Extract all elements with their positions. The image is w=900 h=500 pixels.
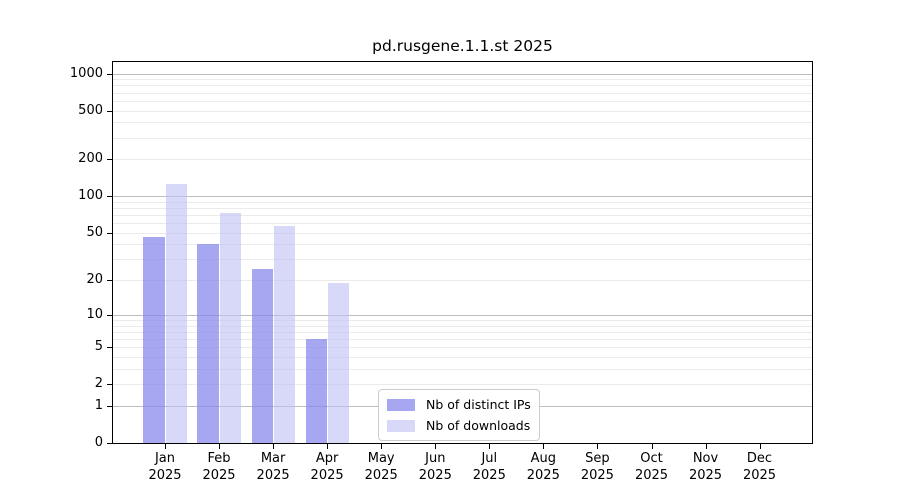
minor-gridline bbox=[113, 92, 812, 94]
legend-entry-downloads: Nb of downloads bbox=[387, 417, 531, 434]
minor-gridline bbox=[113, 122, 812, 124]
bar-jan-distinct-ips bbox=[143, 237, 165, 443]
x-tick-label: Jul 2025 bbox=[472, 451, 506, 483]
minor-gridline bbox=[113, 384, 812, 386]
x-axis-tick bbox=[219, 443, 220, 449]
x-axis-tick bbox=[705, 443, 707, 449]
minor-gridline bbox=[113, 244, 812, 246]
x-axis-tick bbox=[327, 443, 329, 449]
y-tick-label: 2 bbox=[94, 376, 103, 392]
x-tick-label: Sep 2025 bbox=[580, 451, 614, 483]
y-axis-tick bbox=[107, 280, 113, 282]
minor-gridline bbox=[113, 223, 812, 225]
legend-swatch-distinct-ips bbox=[387, 398, 415, 411]
minor-gridline bbox=[113, 137, 812, 139]
y-tick-label: 200 bbox=[78, 151, 103, 167]
x-tick-label: Nov 2025 bbox=[688, 451, 723, 483]
x-tick-label: Feb 2025 bbox=[202, 451, 236, 483]
y-tick-label: 500 bbox=[78, 102, 103, 118]
minor-gridline bbox=[113, 325, 812, 327]
y-axis-tick bbox=[107, 384, 113, 386]
bar-mar-downloads bbox=[273, 225, 296, 443]
minor-gridline bbox=[113, 232, 812, 234]
bar-apr-distinct-ips bbox=[305, 338, 328, 443]
bar-feb-distinct-ips bbox=[197, 244, 219, 443]
legend-label: Nb of distinct IPs bbox=[426, 397, 531, 412]
y-tick-label: 1 bbox=[94, 397, 103, 413]
y-tick-label: 0 bbox=[94, 435, 103, 450]
x-tick-label: Oct 2025 bbox=[634, 451, 669, 483]
minor-gridline bbox=[113, 215, 812, 216]
bar-jan-downloads bbox=[165, 183, 188, 443]
y-axis-tick bbox=[107, 232, 113, 234]
minor-gridline bbox=[113, 85, 812, 87]
x-axis-tick bbox=[597, 443, 599, 449]
y-axis-tick bbox=[107, 347, 113, 349]
minor-gridline bbox=[113, 319, 812, 321]
minor-gridline bbox=[113, 110, 812, 112]
y-tick-label: 50 bbox=[86, 224, 103, 240]
x-axis-tick bbox=[435, 443, 437, 449]
y-axis-tick bbox=[107, 73, 113, 75]
minor-gridline bbox=[113, 356, 812, 358]
bar-feb-downloads bbox=[219, 212, 242, 443]
legend-entry-distinct-ips: Nb of distinct IPs bbox=[387, 396, 531, 413]
minor-gridline bbox=[113, 201, 812, 203]
y-tick-label: 20 bbox=[86, 272, 103, 288]
major-gridline bbox=[113, 314, 812, 316]
y-axis-tick bbox=[107, 405, 113, 407]
minor-gridline bbox=[113, 159, 812, 161]
x-tick-label: Jan 2025 bbox=[148, 451, 182, 483]
y-axis-tick bbox=[107, 314, 113, 316]
minor-gridline bbox=[113, 338, 812, 340]
x-tick-label: Dec 2025 bbox=[742, 451, 777, 483]
x-axis-tick bbox=[165, 443, 166, 449]
minor-gridline bbox=[113, 100, 812, 102]
x-tick-label: Aug 2025 bbox=[526, 451, 560, 483]
y-tick-label: 5 bbox=[94, 339, 103, 355]
x-axis-tick bbox=[273, 443, 275, 449]
legend-label: Nb of downloads bbox=[426, 418, 531, 433]
minor-gridline bbox=[113, 259, 812, 261]
minor-gridline bbox=[113, 280, 812, 282]
x-axis-tick bbox=[381, 443, 383, 449]
minor-gridline bbox=[113, 331, 812, 333]
legend-swatch-downloads bbox=[387, 419, 415, 432]
major-gridline bbox=[113, 73, 812, 75]
minor-gridline bbox=[113, 208, 812, 209]
y-axis-tick bbox=[107, 110, 113, 112]
x-axis-tick bbox=[651, 443, 653, 449]
y-tick-label: 1000 bbox=[69, 65, 103, 81]
y-axis-tick bbox=[107, 443, 113, 444]
x-axis-tick bbox=[759, 443, 761, 449]
chart-title: pd.rusgene.1.1.st 2025 bbox=[372, 37, 553, 55]
x-tick-label: Mar 2025 bbox=[256, 451, 290, 483]
minor-gridline bbox=[113, 79, 812, 81]
minor-gridline bbox=[113, 347, 812, 349]
x-tick-label: May 2025 bbox=[364, 451, 398, 483]
legend: Nb of distinct IPs Nb of downloads bbox=[378, 389, 540, 441]
major-gridline bbox=[113, 196, 812, 198]
x-tick-label: Apr 2025 bbox=[310, 451, 344, 483]
y-tick-label: 100 bbox=[78, 188, 103, 204]
bar-mar-distinct-ips bbox=[251, 268, 274, 443]
bar-apr-downloads bbox=[327, 282, 350, 443]
x-axis-tick bbox=[543, 443, 545, 449]
y-tick-label: 10 bbox=[86, 306, 103, 322]
y-axis-tick bbox=[107, 159, 113, 161]
x-axis-tick bbox=[489, 443, 491, 449]
minor-gridline bbox=[113, 368, 812, 370]
plot-area: Nb of distinct IPs Nb of downloads 0 1 2 5 1… bbox=[70, 61, 813, 483]
x-tick-label: Jun 2025 bbox=[418, 451, 452, 483]
y-axis-tick bbox=[107, 196, 113, 198]
